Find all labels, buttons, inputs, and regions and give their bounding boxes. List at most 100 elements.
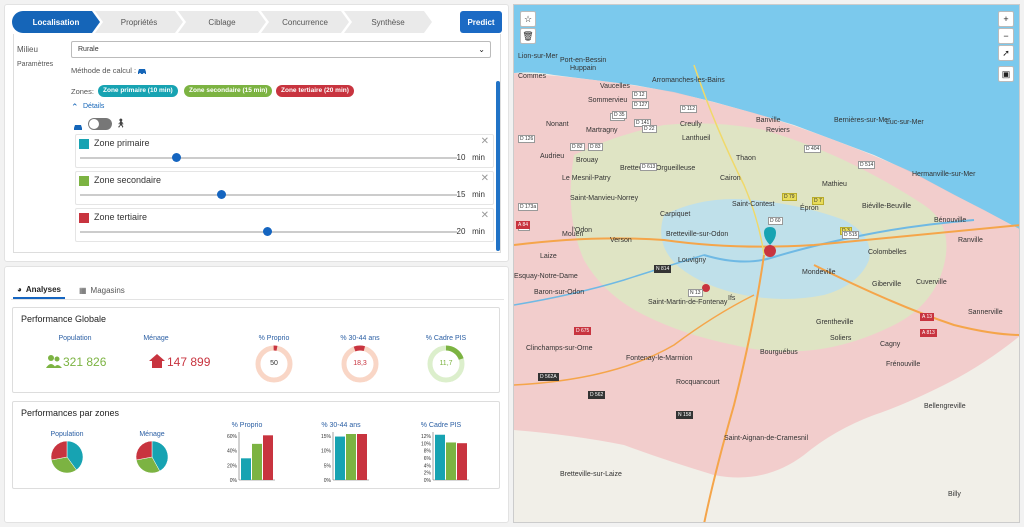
map-road-label: D 126 — [518, 135, 536, 143]
transport-toggle[interactable] — [88, 118, 112, 130]
map-place-label: Colombelles — [868, 249, 907, 256]
scrollbar[interactable] — [496, 81, 500, 251]
y-tick-label: 6% — [424, 456, 432, 462]
milieu-select[interactable]: Rurale ⌄ — [71, 41, 491, 58]
tab-divider — [11, 299, 504, 300]
map-place-label: Lion-sur-Mer — [518, 53, 558, 60]
map-place-label: Le Mesnil-Patry — [562, 175, 611, 182]
map-place-label: Bernières-sur-Mer — [834, 117, 891, 124]
slider-thumb[interactable] — [217, 190, 226, 199]
map-view[interactable]: ☆ 🗑︎ + − ➚ ▣ Lion-sur-Mer Port-en-Bessin H… — [513, 4, 1020, 523]
chip-zone-secondaire[interactable]: Zone secondaire (15 min) — [184, 85, 273, 97]
map-place-label: Grentheville — [816, 319, 854, 326]
map-place-label: Saint-Manvieu-Norrey — [570, 195, 639, 202]
map-road-label: D 127 — [632, 101, 650, 109]
map-road-label: A 13 — [920, 313, 935, 321]
method-label: Méthode de calcul : — [71, 66, 137, 75]
bar-chart-cadre: % Cadre PIS 0%2% 4%6%8% 10%12% — [421, 422, 469, 484]
map-road-label: N 814 — [654, 265, 672, 273]
zone-card-secondaire: Zone secondaire ✕ 15 min — [75, 171, 494, 205]
lock-icon[interactable]: ▣ — [998, 66, 1014, 82]
map-place-label: Audrieu — [540, 153, 565, 160]
map-place-label: Nonant — [546, 121, 569, 128]
chip-zone-tertiaire[interactable]: Zone tertiaire (20 min) — [276, 85, 354, 97]
chip-zone-primaire[interactable]: Zone primaire (10 min) — [98, 85, 178, 97]
map-road-label: D 514 — [858, 161, 876, 169]
slider-thumb[interactable] — [263, 227, 272, 236]
zone-unit: min — [472, 190, 485, 199]
map-place-label: Mondeville — [802, 269, 836, 276]
pie-slice — [50, 440, 68, 461]
tab-magasins[interactable]: ▦ Magasins — [75, 281, 129, 299]
close-icon[interactable]: ✕ — [480, 136, 489, 147]
zone-name: Zone secondaire — [94, 175, 162, 185]
star-icon[interactable]: ☆ — [520, 11, 536, 27]
trash-icon[interactable]: 🗑︎ — [520, 28, 536, 44]
performances-zones-panel: Performances par zones Population Ménage… — [12, 401, 500, 489]
map-place-label: Martragny — [586, 127, 618, 134]
zoom-in-icon[interactable]: + — [998, 11, 1014, 27]
panel-title: Performances par zones — [21, 408, 120, 418]
compass-icon[interactable]: ➚ — [998, 45, 1014, 61]
map-place-label: Bretteville-sur-Laize — [560, 471, 622, 478]
map-road-label: D 404 — [804, 145, 822, 153]
tab-label: Analyses — [25, 284, 61, 294]
map-road-label: D 22 — [642, 125, 657, 133]
step-concurrence[interactable]: Concurrence — [261, 11, 349, 33]
close-icon[interactable]: ✕ — [480, 173, 489, 184]
analysis-card: ◕ Analyses ▦ Magasins Performance Global… — [4, 266, 509, 523]
map-road-label: D 35 — [612, 111, 627, 119]
slider-thumb[interactable] — [172, 153, 181, 162]
bar — [357, 434, 367, 480]
zone-name: Zone tertiaire — [94, 212, 148, 222]
step-ciblage[interactable]: Ciblage — [178, 11, 266, 33]
chart-title: % Proprio — [232, 422, 263, 429]
map-road-label: D 562 — [588, 391, 606, 399]
map-place-label: Soliers — [830, 335, 852, 342]
slider-track[interactable] — [80, 157, 457, 159]
tab-analyses[interactable]: ◕ Analyses — [13, 281, 65, 299]
details-link[interactable]: Détails — [83, 103, 105, 110]
map-place-label: Brouay — [576, 157, 599, 164]
map-place-label: Épron — [800, 205, 819, 212]
step-localisation[interactable]: Localisation — [12, 11, 100, 33]
predict-button[interactable]: Predict — [460, 11, 502, 33]
chevron-up-icon[interactable]: ⌃ — [71, 102, 79, 112]
bar — [263, 435, 273, 480]
zone-value: 10 — [456, 153, 466, 162]
map-place-label: Vaucelles — [600, 83, 630, 90]
map-road-label: D 675 — [574, 327, 592, 335]
map-place-label: Bretteville-sur-Odon — [666, 231, 729, 238]
map-place-label: Arromanches-les-Bains — [652, 77, 725, 84]
step-proprietes[interactable]: Propriétés — [95, 11, 183, 33]
car-icon[interactable] — [137, 63, 147, 81]
ring-chart-proprio — [255, 345, 293, 383]
map-place-label: Biéville-Beuville — [862, 203, 912, 210]
map-road-label: D 12 — [632, 91, 647, 99]
map-road-label: D 613 — [640, 163, 658, 171]
map-road-label: A 813 — [920, 329, 937, 337]
map-road-label: N 13 — [688, 289, 703, 297]
step-synthese[interactable]: Synthèse — [344, 11, 432, 33]
zone-value: 15 — [456, 190, 466, 199]
ring-value-age: 18,3 — [353, 360, 367, 367]
menage-value: 147 899 — [167, 355, 211, 369]
ring-value-proprio: 50 — [270, 360, 278, 367]
map-place-label: Verson — [610, 237, 632, 244]
map-place-label: Lanthueil — [682, 135, 711, 142]
zoom-out-icon[interactable]: − — [998, 28, 1014, 44]
slider-track[interactable] — [80, 194, 457, 196]
y-tick-label: 60% — [227, 434, 238, 440]
pie-label-menage: Ménage — [139, 431, 165, 438]
y-tick-label: 40% — [227, 449, 238, 455]
bar — [241, 458, 251, 480]
map-place-label: Clinchamps-sur-Orne — [526, 345, 593, 352]
map-place-label: Port-en-Bessin — [560, 57, 607, 64]
map-place-label: Sannerville — [968, 309, 1003, 316]
y-tick-label: 0% — [424, 478, 432, 484]
map-place-label: Commes — [518, 73, 547, 80]
bar — [335, 436, 345, 480]
close-icon[interactable]: ✕ — [480, 210, 489, 221]
analysis-tabs: ◕ Analyses ▦ Magasins — [13, 281, 129, 299]
map-canvas — [514, 5, 1019, 522]
